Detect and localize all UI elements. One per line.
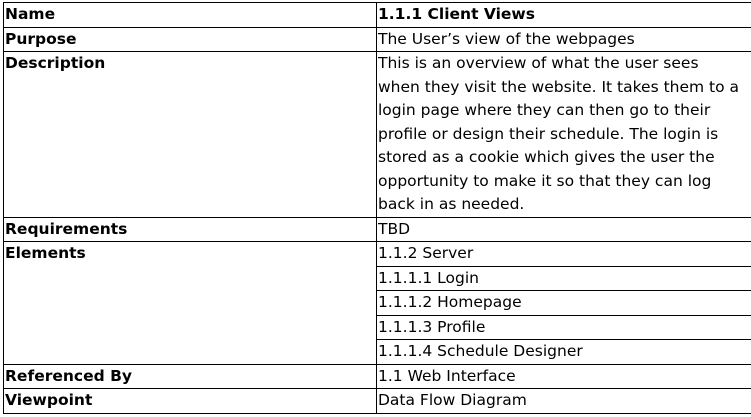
referenced-by-value: 1.1 Web Interface bbox=[376, 363, 751, 389]
requirements-value: TBD bbox=[376, 216, 751, 242]
purpose-label: Purpose bbox=[3, 26, 377, 52]
row-viewpoint: Viewpoint Data Flow Diagram bbox=[3, 388, 751, 414]
elements-label: Elements bbox=[3, 241, 377, 365]
row-requirements: Requirements TBD bbox=[3, 216, 751, 242]
element-item: 1.1.1.3 Profile bbox=[376, 314, 751, 340]
requirements-label: Requirements bbox=[3, 216, 377, 242]
row-description: Description This is an overview of what … bbox=[3, 51, 751, 218]
description-line: opportunity to make it so that they can … bbox=[378, 171, 712, 190]
description-line: login page where they can then go to the… bbox=[378, 101, 711, 119]
row-elements: Elements 1.1.2 Server bbox=[3, 241, 751, 365]
purpose-value: The User’s view of the webpages bbox=[376, 26, 751, 52]
description-value: This is an overview of what the user see… bbox=[376, 51, 751, 218]
element-item: 1.1.1.1 Login bbox=[376, 265, 751, 291]
row-referenced-by: Referenced By 1.1 Web Interface bbox=[3, 363, 751, 389]
description-line: when they visit the website. It takes th… bbox=[378, 77, 740, 96]
row-elements-cont: 1.1.1.2 Homepage bbox=[4, 290, 751, 316]
description-label: Description bbox=[3, 51, 377, 218]
row-name: Name 1.1.1 Client Views bbox=[3, 2, 751, 28]
referenced-by-label: Referenced By bbox=[3, 363, 377, 389]
viewpoint-label: Viewpoint bbox=[3, 388, 377, 414]
description-line: This is an overview of what the user see… bbox=[378, 54, 699, 72]
name-label: Name bbox=[3, 2, 377, 28]
description-line: stored as a cookie which gives the user … bbox=[378, 148, 715, 166]
viewpoint-value: Data Flow Diagram bbox=[376, 388, 751, 414]
element-item: 1.1.1.2 Homepage bbox=[376, 290, 751, 316]
description-line: back in as needed. bbox=[378, 195, 525, 213]
row-elements-cont: 1.1.1.1 Login bbox=[4, 265, 751, 291]
specification-table: Name 1.1.1 Client Views Purpose The User… bbox=[3, 2, 751, 414]
row-purpose: Purpose The User’s view of the webpages bbox=[3, 26, 751, 52]
element-item: 1.1.2 Server bbox=[376, 241, 751, 267]
element-item: 1.1.1.4 Schedule Designer bbox=[376, 339, 751, 365]
row-elements-cont: 1.1.1.4 Schedule Designer bbox=[4, 339, 751, 365]
name-value: 1.1.1 Client Views bbox=[376, 2, 751, 28]
description-line: profile or design their schedule. The lo… bbox=[378, 124, 719, 143]
